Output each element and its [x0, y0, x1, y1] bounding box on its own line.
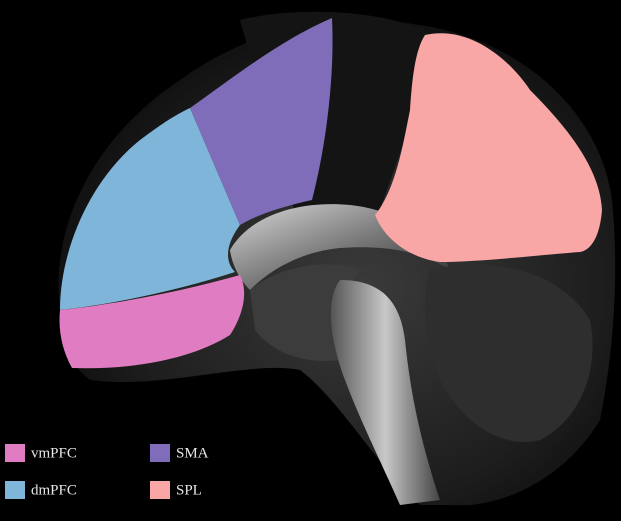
- legend-swatch: [150, 481, 170, 499]
- legend-label: SMA: [176, 445, 209, 461]
- legend-swatch: [5, 481, 25, 499]
- legend-label: SPL: [176, 482, 202, 498]
- legend-swatch: [5, 444, 25, 462]
- figure: vmPFC dmPFC SMA SPL: [0, 0, 621, 521]
- legend-swatch: [150, 444, 170, 462]
- page: vmPFCdmPFCSMASPL (() => { const data = J…: [0, 0, 621, 521]
- legend-label: vmPFC: [31, 445, 77, 461]
- legend-label: dmPFC: [31, 482, 77, 498]
